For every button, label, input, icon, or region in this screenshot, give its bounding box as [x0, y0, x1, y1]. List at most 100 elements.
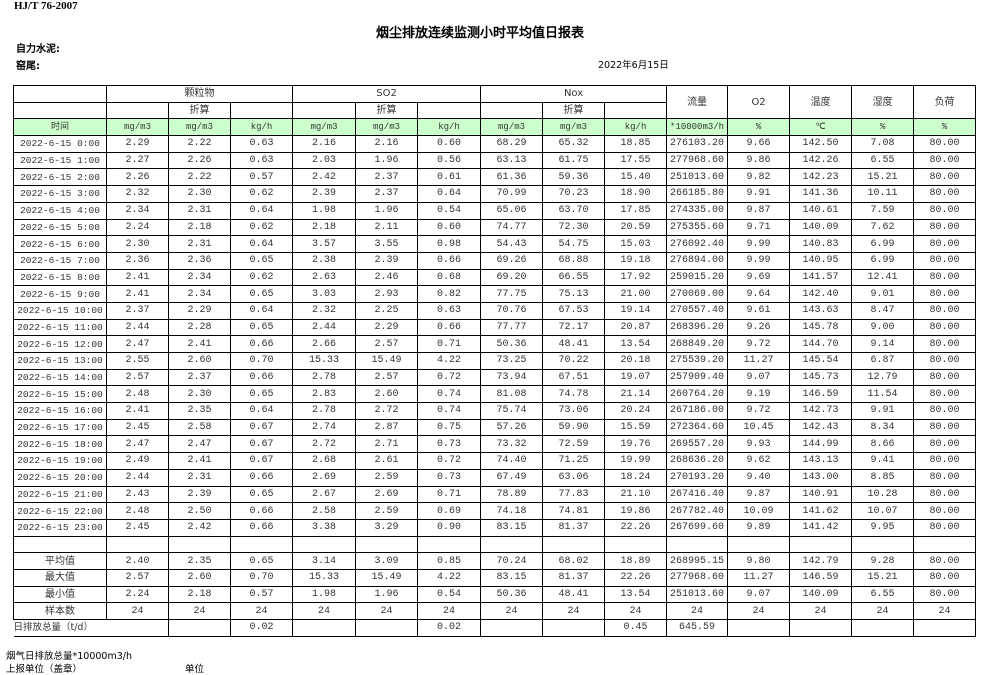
row-value: 0.67	[229, 418, 294, 437]
row-value: 0.65	[229, 285, 294, 303]
daily-total-cell	[851, 619, 915, 637]
row-value: 142.73	[789, 402, 853, 420]
summary-value: 277968.60	[666, 568, 729, 587]
row-value: 0.66	[417, 318, 482, 337]
blank-cell	[542, 535, 606, 554]
row-value: 0.63	[229, 135, 294, 153]
row-value: 2.55	[106, 352, 169, 370]
summary-value: 24	[106, 602, 169, 620]
blank-cell	[480, 535, 544, 554]
row-value: 9.82	[727, 168, 791, 187]
summary-value: 18.89	[604, 552, 668, 570]
row-value: 80.00	[913, 485, 977, 504]
blank-cell	[355, 535, 419, 554]
row-value: 146.59	[789, 385, 853, 404]
row-value: 74.40	[480, 452, 544, 470]
blank-cell	[106, 535, 169, 554]
table-row: 2022-6-15 23:00 2.45 2.42 0.66 3.38 3.29 0.90 8…	[13, 518, 977, 537]
row-value: 144.70	[789, 335, 853, 353]
row-value: 277968.60	[666, 151, 729, 170]
summary-label: 样本数	[13, 602, 107, 620]
row-value: 71.25	[542, 452, 606, 470]
summary-value: 83.15	[480, 568, 544, 587]
row-value: 0.64	[417, 185, 482, 203]
row-value: 9.72	[727, 402, 791, 420]
row-value: 0.72	[417, 368, 482, 387]
row-value: 269557.20	[666, 435, 729, 454]
row-value: 80.00	[913, 435, 977, 454]
row-value: 2.16	[292, 135, 357, 153]
row-value: 0.68	[417, 268, 482, 287]
row-value: 80.00	[913, 235, 977, 253]
row-value: 276894.00	[666, 251, 729, 270]
row-value: 2.46	[355, 268, 419, 287]
row-value: 75.13	[542, 285, 606, 303]
row-value: 72.17	[542, 318, 606, 337]
row-value: 9.01	[851, 285, 915, 303]
row-value: 145.78	[789, 318, 853, 337]
row-value: 80.00	[913, 301, 977, 320]
summary-value: 80.00	[913, 585, 977, 604]
row-value: 2.37	[355, 185, 419, 203]
row-value: 15.03	[604, 235, 668, 253]
summary-value: 24	[480, 602, 544, 620]
row-value: 81.37	[542, 518, 606, 537]
row-value: 267416.40	[666, 485, 729, 504]
summary-value: 2.35	[168, 552, 231, 570]
summary-value: 24	[292, 602, 357, 620]
row-value: 80.00	[913, 418, 977, 437]
row-value: 141.57	[789, 268, 853, 287]
row-value: 7.59	[851, 201, 915, 220]
units-row: 时间 mg/m3 mg/m3 kg/h mg/m3 mg/m3 kg/h mg/m3 mg/m3…	[13, 118, 977, 137]
row-value: 2.29	[106, 135, 169, 153]
row-value: 63.13	[480, 151, 544, 170]
row-value: 274335.00	[666, 201, 729, 220]
blank-cell	[229, 535, 294, 554]
row-value: 9.64	[727, 285, 791, 303]
row-value: 74.18	[480, 502, 544, 520]
row-value: 268636.20	[666, 452, 729, 470]
row-value: 141.36	[789, 185, 853, 203]
table-row: 2022-6-15 18:00 2.47 2.47 0.67 2.72 2.71 0.73 7…	[13, 435, 977, 454]
summary-value: 9.80	[727, 552, 791, 570]
row-value: 2.59	[355, 502, 419, 520]
summary-value: 15.33	[292, 568, 357, 587]
row-value: 0.66	[229, 518, 294, 537]
row-value: 275539.20	[666, 352, 729, 370]
row-value: 257909.40	[666, 368, 729, 387]
row-value: 0.69	[417, 502, 482, 520]
row-value: 8.85	[851, 468, 915, 487]
report-title: 烟尘排放连续监测小时平均值日报表	[375, 26, 584, 41]
summary-value: 0.65	[229, 552, 294, 570]
row-value: 2.93	[355, 285, 419, 303]
header-blank	[13, 85, 107, 103]
row-value: 270193.20	[666, 468, 729, 487]
header-converted: 折算	[355, 101, 419, 120]
summary-row: 平均值 2.40 2.35 0.65 3.14 3.09 0.85 70.24 68.02 18.…	[13, 552, 977, 570]
unit-cell: mg/m3	[292, 118, 357, 137]
summary-value: 15.49	[355, 568, 419, 587]
summary-value: 2.18	[168, 585, 231, 604]
row-value: 275355.60	[666, 218, 729, 237]
row-value: 54.43	[480, 235, 544, 253]
summary-value: 9.28	[851, 552, 915, 570]
table-row: 2022-6-15 8:00 2.41 2.34 0.62 2.63 2.46 0.68 69…	[13, 268, 977, 287]
row-value: 6.87	[851, 352, 915, 370]
table-row: 2022-6-15 11:00 2.44 2.28 0.65 2.44 2.29 0.66 7…	[13, 318, 977, 337]
row-value: 72.30	[542, 218, 606, 237]
row-value: 2.37	[168, 368, 231, 387]
row-value: 0.66	[417, 251, 482, 270]
row-time: 2022-6-15 12:00	[13, 335, 107, 353]
row-time: 2022-6-15 4:00	[13, 201, 107, 220]
row-value: 80.00	[913, 402, 977, 420]
summary-value: 22.26	[604, 568, 668, 587]
daily-total-cell	[168, 619, 231, 637]
header-flow: 流量	[666, 84, 729, 120]
summary-value: 24	[417, 602, 482, 620]
report-table: 颗粒物 SO2 Nox 流量 O2 温度 湿度 负荷 折算 折算 折算 时间 mg…	[13, 84, 977, 637]
row-value: 0.67	[229, 435, 294, 454]
row-value: 9.00	[851, 318, 915, 337]
row-time: 2022-6-15 21:00	[13, 485, 107, 504]
row-value: 1.98	[292, 201, 357, 220]
header-blank	[292, 101, 357, 120]
